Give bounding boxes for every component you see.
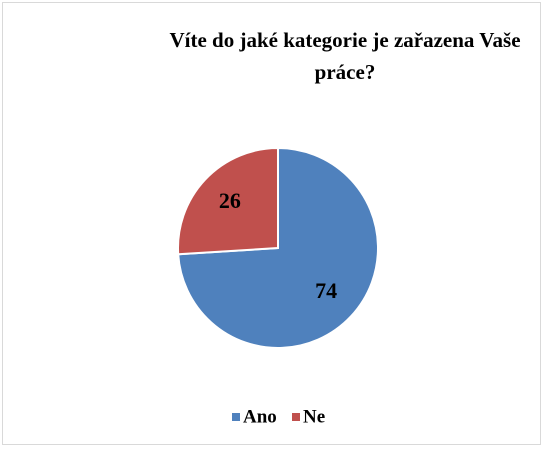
chart-title: Víte do jaké kategorie je zařazena Vaše … bbox=[169, 28, 521, 84]
chart-frame bbox=[2, 2, 541, 445]
legend-label: Ne bbox=[303, 406, 325, 427]
legend-swatch bbox=[232, 413, 240, 421]
pie-slice bbox=[177, 146, 279, 256]
data-label: 26 bbox=[219, 188, 241, 213]
legend-label: Ano bbox=[243, 406, 277, 427]
data-label: 74 bbox=[315, 278, 337, 303]
legend-swatch bbox=[292, 413, 300, 421]
